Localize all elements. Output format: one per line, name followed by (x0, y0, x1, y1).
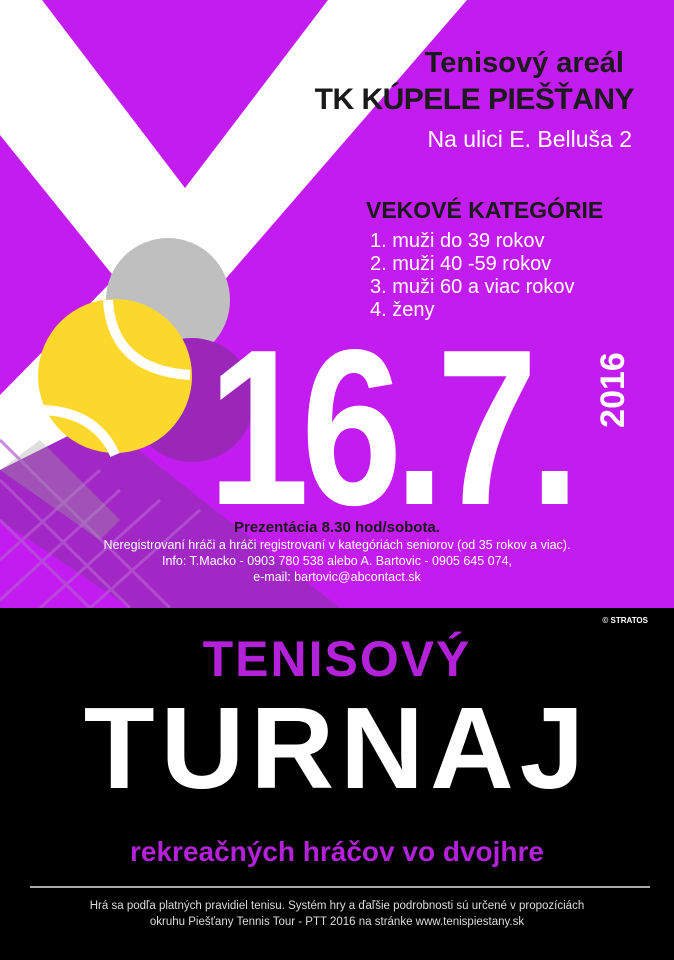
credit: © STRATOS (602, 616, 648, 625)
footer-line1: Hrá sa podľa platných pravidiel tenisu. … (89, 900, 585, 912)
categories-list: 1. muži do 39 rokov 2. muži 40 -59 rokov… (370, 230, 575, 322)
category-item: 3. muži 60 a viac rokov (370, 276, 575, 298)
footer-line2: okruhu Piešťany Tennis Tour - PTT 2016 n… (149, 916, 525, 928)
event-year-wrap: 2016 (590, 345, 635, 435)
ball-seam (103, 299, 191, 380)
divider (30, 886, 650, 888)
venue-line2: TK KÚPELE PIEŠŤANY (314, 83, 635, 116)
poster-top: Tenisový areál TK KÚPELE PIEŠŤANY Na uli… (0, 0, 674, 608)
subtitle: rekreačných hráčov vo dvojhre (130, 836, 544, 867)
info-block: Prezentácia 8.30 hod/sobota. Neregistrov… (0, 519, 674, 585)
categories-heading: VEKOVÉ KATEGÓRIE (366, 197, 604, 223)
title-line1: TENISOVÝ (202, 631, 472, 687)
event-year: 2016 (593, 352, 632, 428)
court-graphic (0, 0, 467, 608)
ball-seam (37, 405, 120, 458)
event-date: 16.7. (208, 304, 580, 552)
email: e-mail: bartovic@abcontact.sk (253, 570, 421, 584)
contact: Info: T.Macko - 0903 780 538 alebo A. Ba… (161, 554, 512, 568)
net-pattern (0, 438, 201, 608)
venue-address: Na ulici E. Belluša 2 (427, 126, 632, 152)
category-item: 4. ženy (370, 299, 435, 321)
presentation-time: Prezentácia 8.30 hod/sobota. (234, 519, 440, 536)
title-line2: TURNAJ (83, 700, 591, 813)
venue-line1: Tenisový areál (424, 47, 624, 79)
footer: Hrá sa podľa platných pravidiel tenisu. … (0, 898, 674, 930)
court-purple-left (0, 135, 115, 395)
court-shadow (0, 420, 340, 608)
category-item: 1. muži do 39 rokov (370, 230, 545, 252)
poster-bottom: © STRATOS TENISOVÝ TURNAJ rekreačných hr… (0, 608, 674, 960)
category-item: 2. muži 40 -59 rokov (370, 253, 552, 275)
eligibility: Neregistrovaní hráči a hráči registrovan… (103, 538, 571, 552)
net-shadow (0, 440, 120, 540)
